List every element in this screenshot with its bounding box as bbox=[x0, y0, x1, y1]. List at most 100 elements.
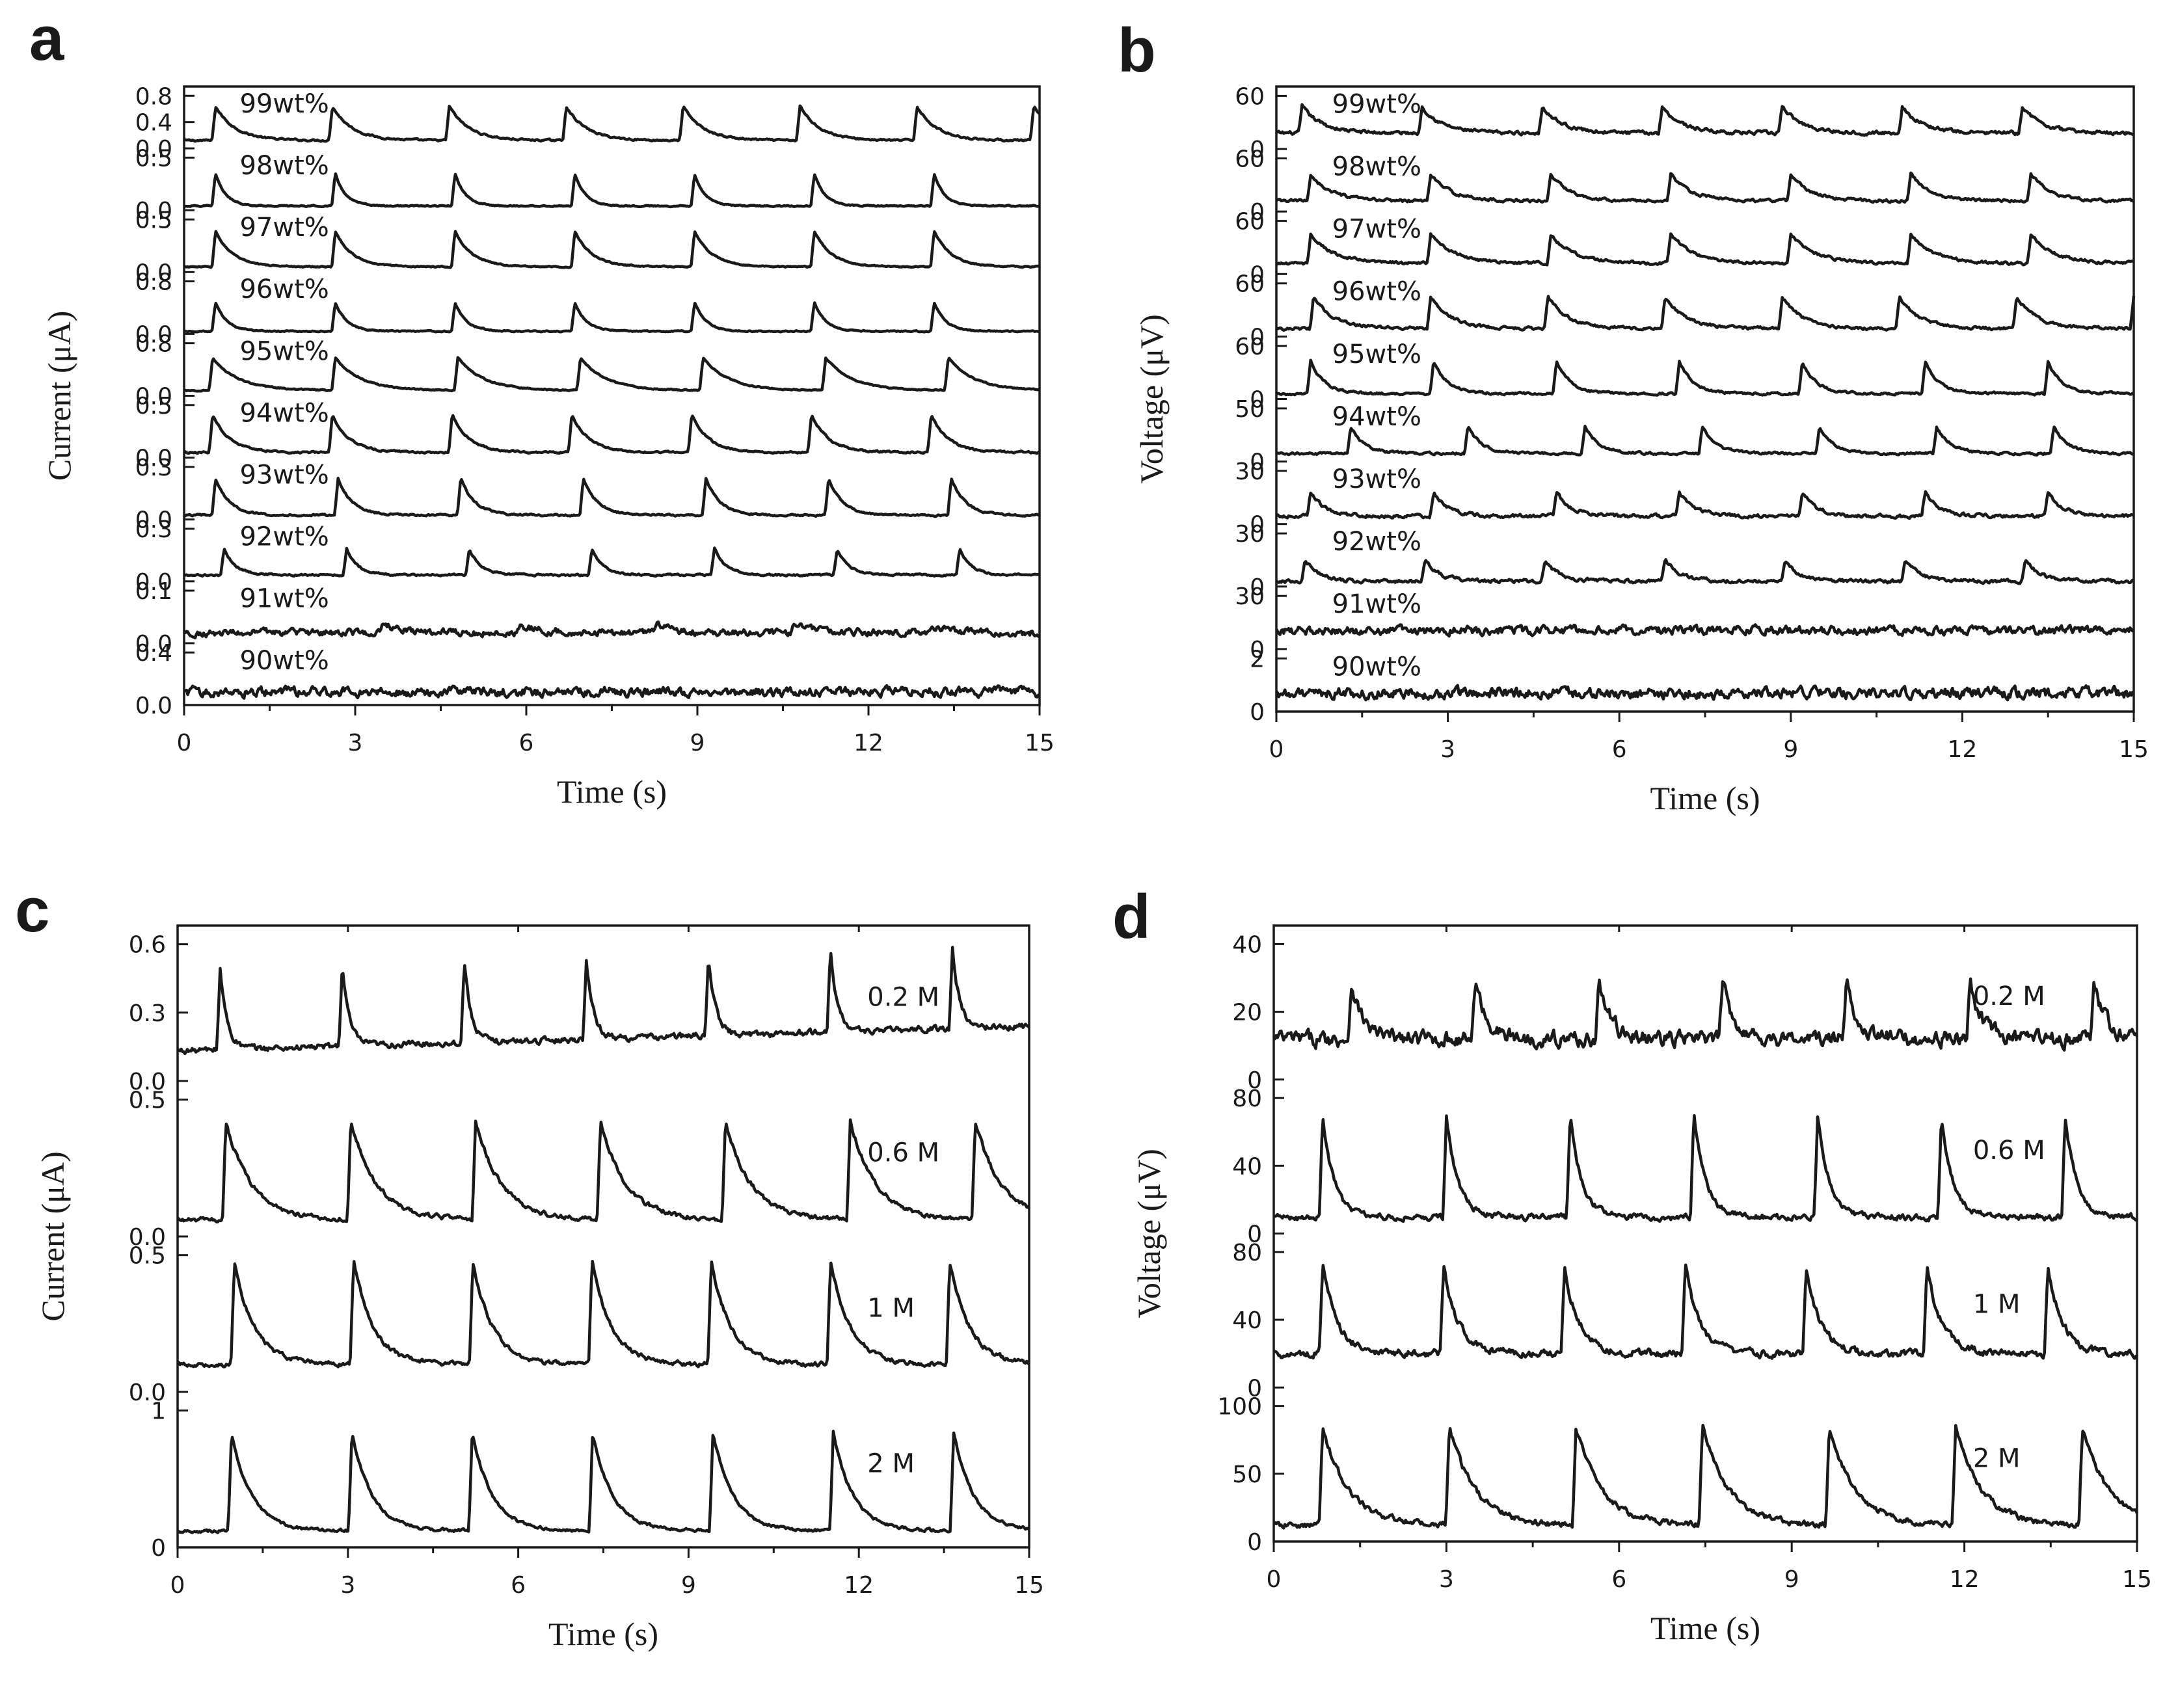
series-trace bbox=[183, 172, 1040, 209]
x-tick-label: 12 bbox=[1950, 1566, 1980, 1593]
series-label: 2 M bbox=[1973, 1443, 2021, 1473]
x-axis-title: Time (s) bbox=[1650, 780, 1760, 816]
series-trace bbox=[1276, 103, 2134, 137]
y-tick-label: 60 bbox=[1235, 83, 1265, 110]
panel-letter-a: a bbox=[29, 4, 64, 73]
y-tick-label: 0.0 bbox=[135, 136, 172, 163]
series-label: 1 M bbox=[1973, 1290, 2021, 1320]
x-tick-label: 3 bbox=[1439, 1566, 1454, 1593]
series-label: 0.6 M bbox=[1973, 1136, 2045, 1166]
x-tick-label: 3 bbox=[348, 730, 363, 756]
series-label: 99wt% bbox=[1332, 89, 1421, 119]
y-tick-label: 0 bbox=[151, 1535, 166, 1562]
series-label: 2 M bbox=[867, 1448, 915, 1478]
series-trace bbox=[1273, 1114, 2138, 1223]
y-tick-label: 0.0 bbox=[129, 1380, 166, 1406]
series-label: 90wt% bbox=[1332, 652, 1421, 682]
series-label: 94wt% bbox=[1332, 402, 1421, 432]
panel-letter-b: b bbox=[1118, 16, 1156, 85]
x-tick-label: 12 bbox=[1947, 736, 1977, 763]
series-trace bbox=[1272, 977, 2139, 1052]
series-trace bbox=[183, 356, 1040, 393]
x-tick-label: 12 bbox=[854, 730, 883, 756]
x-tick-label: 3 bbox=[1440, 736, 1455, 763]
y-tick-label: 2 bbox=[1250, 646, 1265, 673]
y-tick-label: 0 bbox=[1250, 324, 1265, 351]
y-tick-label: 0 bbox=[1250, 137, 1265, 163]
series-trace bbox=[1276, 358, 2134, 397]
series-label: 0.2 M bbox=[1973, 981, 2045, 1011]
y-tick-label: 0.5 bbox=[129, 1088, 166, 1114]
y-tick-label: 0 bbox=[1250, 574, 1265, 601]
series-label: 96wt% bbox=[239, 274, 329, 304]
y-tick-label: 0.5 bbox=[135, 393, 172, 420]
x-tick-label: 15 bbox=[1014, 1572, 1044, 1599]
series-trace bbox=[177, 1118, 1030, 1224]
x-tick-label: 6 bbox=[511, 1572, 526, 1599]
series-label: 97wt% bbox=[239, 213, 329, 243]
y-tick-label: 0 bbox=[1247, 1375, 1262, 1402]
series-label: 95wt% bbox=[239, 336, 329, 366]
series-trace bbox=[1275, 295, 2136, 332]
y-tick-label: 60 bbox=[1235, 209, 1265, 235]
y-tick-label: 0.3 bbox=[135, 455, 172, 481]
y-tick-label: 60 bbox=[1235, 146, 1265, 173]
y-tick-label: 0.0 bbox=[135, 631, 172, 658]
series-label: 91wt% bbox=[239, 584, 329, 614]
y-tick-label: 80 bbox=[1232, 1240, 1262, 1266]
y-tick-label: 0.0 bbox=[135, 260, 172, 286]
series-trace bbox=[183, 477, 1040, 518]
y-tick-label: 0.8 bbox=[135, 269, 172, 296]
y-tick-label: 0.0 bbox=[135, 569, 172, 596]
y-tick-label: 0.0 bbox=[135, 446, 172, 472]
series-label: 0.2 M bbox=[867, 982, 939, 1012]
y-tick-label: 1 bbox=[151, 1398, 166, 1425]
y-tick-label: 0 bbox=[1250, 261, 1265, 288]
x-tick-label: 0 bbox=[170, 1572, 185, 1599]
x-tick-label: 0 bbox=[1267, 1566, 1282, 1593]
y-tick-label: 80 bbox=[1232, 1086, 1262, 1112]
series-label: 90wt% bbox=[239, 646, 329, 676]
y-tick-label: 0.5 bbox=[135, 145, 172, 172]
y-tick-label: 0 bbox=[1250, 637, 1265, 663]
series-trace bbox=[1275, 558, 2134, 585]
y-tick-label: 0.0 bbox=[135, 198, 172, 224]
x-tick-label: 6 bbox=[519, 730, 534, 756]
y-tick-label: 0.3 bbox=[129, 1000, 166, 1027]
y-tick-label: 0.4 bbox=[135, 640, 172, 667]
y-tick-label: 0.4 bbox=[135, 110, 172, 137]
series-label: 1 M bbox=[867, 1293, 915, 1323]
y-tick-label: 0 bbox=[1250, 449, 1265, 476]
series-label: 99wt% bbox=[239, 89, 329, 119]
y-tick-label: 100 bbox=[1217, 1394, 1262, 1421]
series-trace bbox=[183, 414, 1040, 455]
series-trace bbox=[1276, 425, 2135, 457]
y-tick-label: 0.0 bbox=[129, 1224, 166, 1251]
x-axis-title: Time (s) bbox=[1650, 1610, 1760, 1646]
x-tick-label: 0 bbox=[177, 730, 192, 756]
series-trace bbox=[1275, 232, 2134, 267]
y-tick-label: 0 bbox=[1247, 1067, 1262, 1094]
x-tick-label: 9 bbox=[1784, 1566, 1799, 1593]
y-tick-label: 20 bbox=[1232, 1000, 1262, 1026]
y-axis-title: Current (μA) bbox=[41, 311, 77, 481]
y-tick-label: 30 bbox=[1235, 583, 1265, 610]
y-tick-label: 0.0 bbox=[129, 1069, 166, 1095]
series-trace bbox=[177, 946, 1030, 1056]
series-trace bbox=[183, 620, 1040, 640]
y-tick-label: 0.0 bbox=[135, 507, 172, 534]
x-tick-label: 9 bbox=[1783, 736, 1798, 763]
series-trace bbox=[1275, 684, 2135, 702]
series-trace bbox=[183, 684, 1041, 700]
series-label: 91wt% bbox=[1332, 589, 1421, 619]
series-trace bbox=[1275, 171, 2135, 204]
series-trace bbox=[176, 1259, 1030, 1368]
y-tick-label: 0 bbox=[1250, 387, 1265, 414]
series-label: 98wt% bbox=[239, 151, 329, 181]
y-tick-label: 40 bbox=[1232, 1153, 1262, 1180]
series-label: 93wt% bbox=[1332, 464, 1421, 494]
series-trace bbox=[1272, 1263, 2138, 1360]
